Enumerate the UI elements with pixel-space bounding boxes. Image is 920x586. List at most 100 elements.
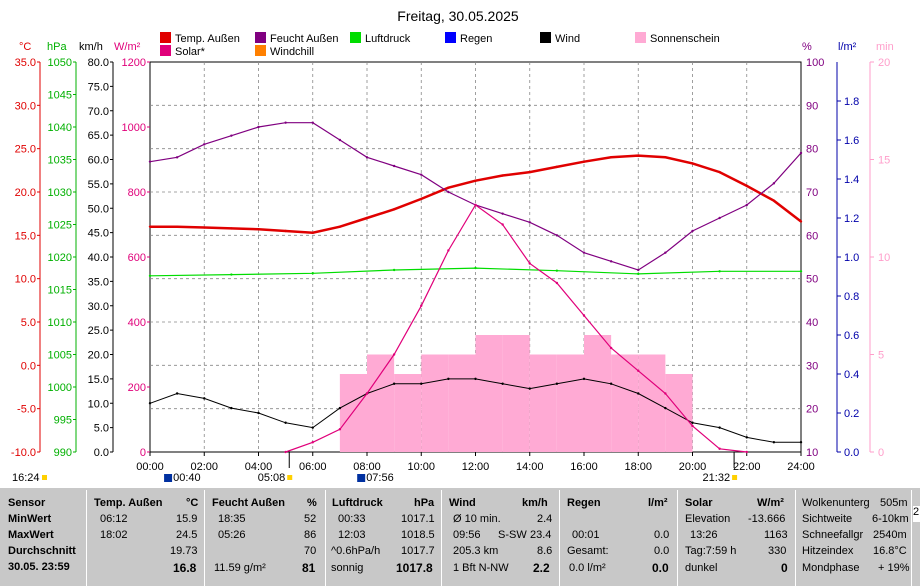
legend-label-sunshine: Sonnenschein bbox=[650, 33, 720, 45]
visibility-label: Sichtweite bbox=[802, 513, 853, 525]
pressure-axis-tick: 1005 bbox=[48, 350, 72, 362]
series-point bbox=[311, 441, 314, 444]
wind-axis-tick: 25.0 bbox=[88, 325, 109, 337]
series-point bbox=[528, 170, 531, 174]
solar-axis-tick: 800 bbox=[128, 187, 146, 199]
series-point bbox=[664, 156, 667, 159]
legend-label-pressure: Luftdruck bbox=[365, 33, 411, 45]
series-point bbox=[392, 208, 396, 211]
sunshine-bar bbox=[394, 374, 422, 452]
rain-axis-tick: 1.2 bbox=[844, 213, 859, 225]
wind-max: 23.4 bbox=[530, 529, 552, 541]
series-point bbox=[365, 216, 369, 220]
solar-day: Tag:7:59 h bbox=[685, 545, 737, 557]
pressure-axis-tick: 1020 bbox=[48, 252, 72, 264]
temp-now: 16.8 bbox=[173, 561, 197, 575]
rain-total-label: Gesamt: bbox=[567, 545, 609, 557]
solar-elev: -13.666 bbox=[748, 513, 786, 525]
series-point bbox=[284, 450, 287, 454]
temp-axis-tick: 10.0 bbox=[15, 274, 36, 286]
x-axis-tick: 24:00 bbox=[787, 461, 815, 473]
rain-axis-tick: 0.8 bbox=[844, 291, 859, 303]
solar-axis-tick: 400 bbox=[128, 317, 146, 329]
moon-phase-label: Mondphase bbox=[802, 562, 860, 574]
rain-rate: 0.0 l/m² bbox=[569, 562, 606, 574]
humidity-axis-tick: 80 bbox=[806, 144, 818, 156]
humidity-abs: 11.59 g/m² bbox=[214, 562, 266, 574]
legend-swatch-solar bbox=[160, 45, 171, 56]
table-divider bbox=[677, 490, 678, 586]
solar-axis-unit: W/m² bbox=[114, 41, 141, 53]
series-point bbox=[691, 229, 694, 233]
series-point bbox=[230, 406, 233, 410]
series-point bbox=[555, 281, 559, 285]
cloud-base-value: 505m bbox=[880, 497, 908, 509]
series-point bbox=[691, 421, 694, 424]
wind-axis-tick: 65.0 bbox=[88, 130, 109, 142]
series-point bbox=[528, 221, 531, 224]
humidity-min-time: 18:35 bbox=[218, 513, 246, 525]
legend-swatch-sunshine bbox=[635, 32, 646, 43]
series-point bbox=[257, 125, 260, 129]
series-point bbox=[555, 382, 559, 385]
pressure-axis-tick: 1045 bbox=[48, 90, 72, 102]
series-point bbox=[664, 406, 667, 410]
pressure-max: 1018.5 bbox=[401, 529, 435, 541]
solar-state: dunkel bbox=[685, 562, 718, 574]
wind-now: 2.2 bbox=[533, 561, 550, 575]
axes: 35.0 30.0 25.0 20.0 15.0 10.0 5.0 0.0 -5.0 -10.0 1… bbox=[11, 57, 890, 473]
legend-swatch-temp bbox=[160, 32, 171, 43]
series-point bbox=[447, 249, 450, 252]
sunshine-bar bbox=[339, 374, 367, 452]
sunshine-bar bbox=[584, 335, 612, 452]
temp-axis-unit: °C bbox=[19, 41, 31, 53]
series-point bbox=[718, 270, 721, 273]
series-point bbox=[365, 392, 369, 395]
humidity-min: 52 bbox=[304, 513, 317, 525]
max-row-label: MaxWert bbox=[8, 529, 54, 541]
series-point bbox=[311, 272, 314, 275]
wind-axis-tick: 80.0 bbox=[88, 57, 109, 69]
legend: Temp. Außen Feucht Außen Luftdruck Regen… bbox=[160, 32, 720, 58]
sensor-header: Sensor bbox=[8, 497, 46, 509]
series-point bbox=[582, 251, 586, 254]
series-point bbox=[447, 377, 450, 381]
wind-axis-tick: 75.0 bbox=[88, 81, 109, 93]
series-point bbox=[799, 270, 803, 273]
temp-max: 24.5 bbox=[176, 529, 198, 541]
series-point bbox=[420, 197, 423, 201]
wind-axis-tick: 15.0 bbox=[88, 374, 109, 386]
stats-table bbox=[0, 488, 920, 586]
temp-min: 15.9 bbox=[176, 513, 198, 525]
wind-axis-tick: 0.0 bbox=[94, 447, 109, 459]
legend-label-rain: Regen bbox=[460, 33, 492, 45]
series-point bbox=[582, 377, 586, 381]
rain-unit: l/m² bbox=[648, 497, 668, 509]
series-point bbox=[637, 272, 640, 276]
sunset-time: 21:32 bbox=[703, 472, 731, 484]
sunshine-bar bbox=[367, 354, 395, 452]
moonrise-icon bbox=[164, 474, 173, 482]
series-point bbox=[582, 160, 586, 163]
rain-now: 0.0 bbox=[652, 561, 669, 575]
pressure-avg: 1017.7 bbox=[401, 545, 435, 557]
legend-swatch-wind bbox=[540, 32, 551, 43]
start-time: 16:24 bbox=[12, 472, 40, 484]
solar-header: Solar bbox=[685, 497, 713, 509]
series-point bbox=[609, 260, 613, 263]
series-point bbox=[392, 164, 396, 168]
x-axis-tick: 12:00 bbox=[462, 461, 490, 473]
x-axis-tick: 00:00 bbox=[136, 461, 164, 473]
solar-axis-tick: 200 bbox=[128, 382, 146, 394]
table-divider bbox=[325, 490, 326, 586]
humidity-axis-tick: 10 bbox=[806, 447, 818, 459]
series-point bbox=[230, 227, 233, 230]
pressure-axis-tick: 1000 bbox=[48, 382, 72, 394]
temp-axis-tick: 15.0 bbox=[15, 230, 36, 242]
wind-axis-tick: 70.0 bbox=[88, 106, 109, 118]
pressure-trend: ^0.6hPa/h bbox=[331, 545, 381, 557]
sunshine-bar bbox=[529, 354, 557, 452]
series-point bbox=[745, 436, 748, 439]
x-axis-tick: 14:00 bbox=[516, 461, 544, 473]
date-label: 30.05. 23:59 bbox=[8, 561, 70, 573]
